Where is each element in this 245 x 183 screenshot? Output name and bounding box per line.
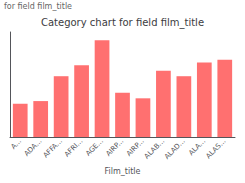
- svg-text:AIRP...: AIRP...: [104, 137, 125, 158]
- svg-text:A...: A...: [9, 137, 23, 151]
- svg-text:AIRP...: AIRP...: [124, 137, 146, 158]
- svg-text:for field film_title: for field film_title: [4, 2, 72, 11]
- svg-text:Film_title: Film_title: [105, 167, 141, 176]
- svg-text:Category chart for field film_: Category chart for field film_title: [41, 17, 204, 29]
- svg-text:AFRI...: AFRI...: [63, 137, 84, 158]
- svg-text:ALA...: ALA...: [187, 137, 208, 158]
- svg-text:AFFA...: AFFA...: [42, 137, 64, 159]
- svg-text:ALAD...: ALAD...: [163, 137, 187, 161]
- svg-text:AGE...: AGE...: [84, 137, 105, 158]
- svg-text:ADA...: ADA...: [23, 137, 44, 158]
- svg-text:ALAB...: ALAB...: [143, 137, 166, 160]
- svg-text:ALAS...: ALAS...: [204, 137, 227, 160]
